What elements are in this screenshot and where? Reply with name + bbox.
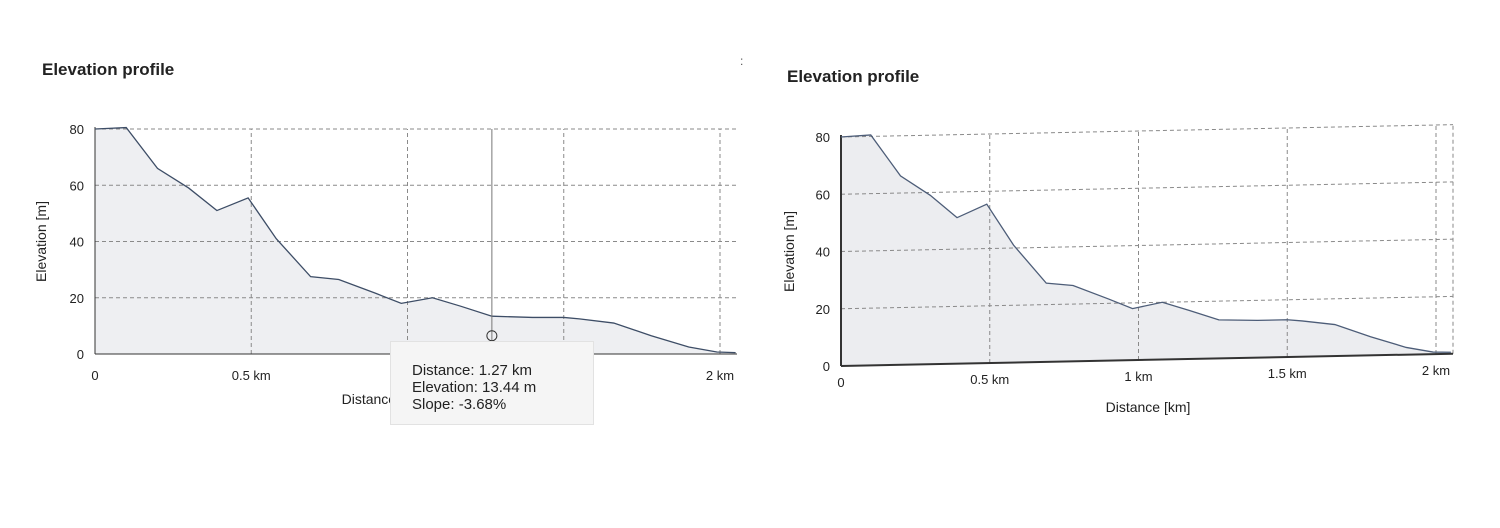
tooltip-distance: Distance: 1.27 km — [412, 362, 533, 379]
y-tick-label: 0 — [77, 347, 84, 362]
x-tick-label: 1 km — [1124, 369, 1152, 384]
scan-artifact-dots: : — [740, 54, 744, 68]
y-tick-label: 20 — [816, 302, 830, 317]
x-tick-label: 0 — [91, 368, 98, 383]
y-tick-label: 40 — [70, 235, 84, 250]
elevation-chart-panel-right: Elevation profile 0 20 40 60 80 0 0.5 km 1 km 1.… — [750, 0, 1500, 528]
y-tick-label: 80 — [70, 122, 84, 137]
x-tick-label: 1.5 km — [1268, 366, 1307, 381]
x-tick-label: 0 — [837, 375, 844, 390]
hover-marker — [486, 330, 498, 342]
elevation-chart-panel-left: Elevation profile 0 20 40 60 80 0 0.5 km 2 km El… — [0, 0, 750, 528]
grid-line-horizontal — [840, 181, 1454, 195]
elevation-line — [840, 134, 1451, 353]
elevation-area-fill — [95, 127, 736, 354]
x-tick-label: 2 km — [1422, 363, 1450, 378]
y-tick-label: 60 — [70, 178, 84, 193]
elevation-area-fill — [841, 134, 1451, 366]
elevation-chart-right[interactable]: 0 20 40 60 80 0 0.5 km 1 km 1.5 km 2 km Elevation … — [750, 0, 1500, 528]
hover-tooltip: Distance: 1.27 km Elevation: 13.44 m Slo… — [390, 341, 594, 425]
x-tick-label: 0.5 km — [970, 372, 1009, 387]
grid-line-horizontal — [840, 124, 1454, 138]
elevation-line — [94, 126, 736, 354]
tooltip-elevation: Elevation: 13.44 m — [412, 379, 537, 396]
y-axis-title: Elevation [m] — [781, 211, 797, 292]
x-tick-label: 2 km — [706, 368, 734, 383]
y-tick-label: 40 — [816, 245, 830, 260]
x-axis — [840, 352, 1454, 367]
tooltip-slope: Slope: -3.68% — [412, 396, 507, 413]
x-tick-label: 0.5 km — [232, 368, 271, 383]
chart-title: Elevation profile — [42, 60, 175, 79]
y-tick-label: 0 — [823, 359, 830, 374]
y-tick-label: 60 — [816, 187, 830, 202]
y-tick-label: 20 — [70, 291, 84, 306]
chart-title: Elevation profile — [787, 67, 920, 86]
x-axis-title: Distance [km] — [1106, 399, 1191, 415]
y-axis-title: Elevation [m] — [33, 201, 49, 282]
elevation-chart-left[interactable]: 0 20 40 60 80 0 0.5 km 2 km Elevation [m] Distanc… — [0, 0, 750, 528]
y-tick-label: 80 — [816, 130, 830, 145]
